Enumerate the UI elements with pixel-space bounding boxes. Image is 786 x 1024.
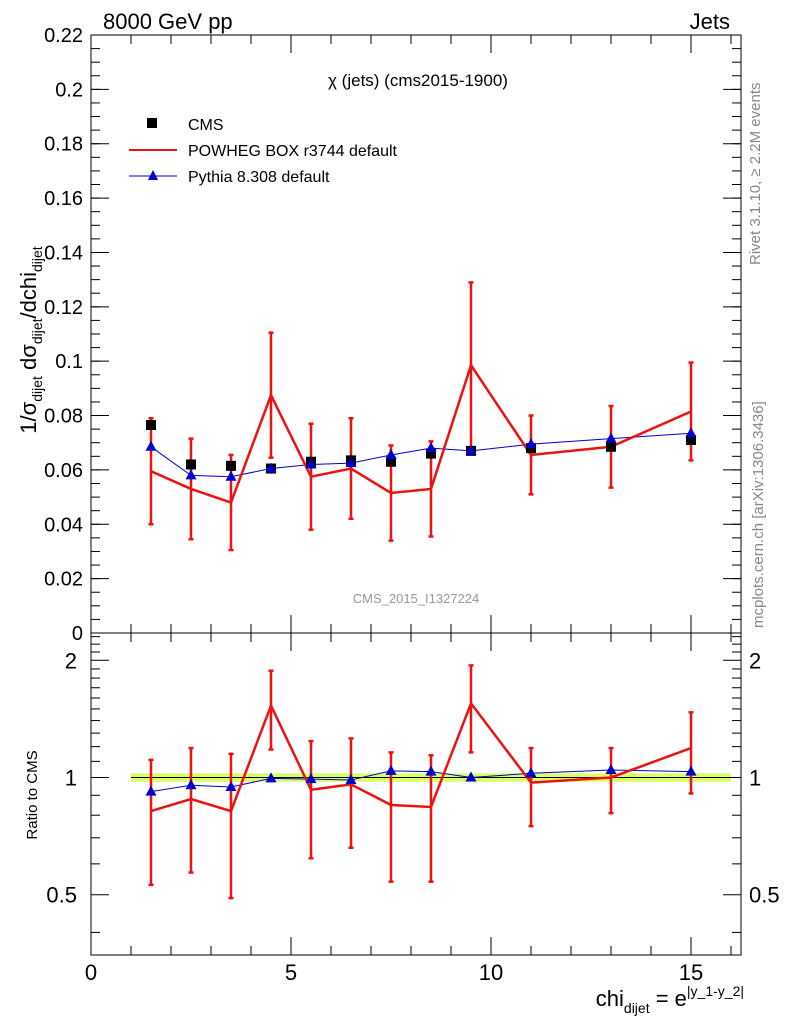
legend-marker-pythia xyxy=(148,170,158,180)
x-axis-label: chidijet = e|y_1-y_2| xyxy=(596,983,744,1016)
chart-title: χ (jets) (cms2015-1900) xyxy=(328,71,508,90)
cms-point xyxy=(226,460,236,471)
pythia-point xyxy=(145,440,157,451)
main-ytick-label: 0.18 xyxy=(44,134,83,156)
ratio-pythia-point xyxy=(685,765,697,776)
main-ytick-label: 0.04 xyxy=(44,514,83,536)
rivet-label: Rivet 3.1.10, ≥ 2.2M events xyxy=(747,83,764,266)
main-ylabel: 1/σdijet dσdijet/dchidijet xyxy=(16,246,45,434)
ratio-ytick-label-right: 0.5 xyxy=(749,883,780,908)
pythia-point xyxy=(465,444,477,455)
main-ytick-label: 0.12 xyxy=(44,297,83,319)
pythia-point xyxy=(185,469,197,480)
main-ytick-label: 0.1 xyxy=(55,351,83,373)
legend-label-pythia: Pythia 8.308 default xyxy=(188,169,330,186)
pythia-point xyxy=(225,470,237,481)
cms-point xyxy=(526,443,536,454)
pythia-line xyxy=(150,432,692,478)
main-ytick-label: 0.2 xyxy=(55,79,83,101)
main-ytick-label: 0.16 xyxy=(44,188,83,210)
main-ytick-label: 0.14 xyxy=(44,242,83,264)
ratio-ytick-label: 2 xyxy=(65,648,77,673)
xtick-label: 15 xyxy=(679,960,703,985)
powheg-line xyxy=(150,362,692,505)
ratio-pythia-point xyxy=(385,764,397,775)
svg-text:chidijet = e|y_1-y_2|: chidijet = e|y_1-y_2| xyxy=(596,983,744,1016)
ratio-pythia-point xyxy=(305,773,317,784)
cms-point xyxy=(386,456,396,467)
ratio-ylabel: Ratio to CMS xyxy=(24,750,41,839)
main-ytick-label: 0 xyxy=(72,623,83,645)
main-ytick-label: 0.22 xyxy=(44,25,83,47)
cms-point xyxy=(186,459,196,470)
pythia-point xyxy=(425,442,437,453)
main-ytick-label: 0.08 xyxy=(44,406,83,428)
ratio-ytick-label-right: 2 xyxy=(749,648,761,673)
pythia-point xyxy=(685,427,697,438)
ratio-pythia-point xyxy=(345,774,357,785)
ratio-pythia-point xyxy=(145,785,157,796)
source-label: mcplots.cern.ch [arXiv:1306.3436] xyxy=(750,401,767,628)
ratio-pythia-line xyxy=(150,769,692,793)
ratio-series-group xyxy=(145,664,697,900)
pythia-point xyxy=(605,432,617,443)
cms-point xyxy=(686,435,696,446)
ratio-powheg-line xyxy=(150,700,692,813)
pythia-point xyxy=(525,438,537,449)
xtick-label: 5 xyxy=(285,960,297,985)
main-ytick-label: 0.06 xyxy=(44,460,83,482)
ratio-pythia-point xyxy=(525,767,537,778)
pythia-point xyxy=(265,462,277,473)
ratio-ytick-label: 1 xyxy=(65,765,77,790)
cms-point xyxy=(606,441,616,452)
main-series-group xyxy=(145,281,697,552)
svg-text:1/σdijet dσdijet/dchidijet: 1/σdijet dσdijet/dchidijet xyxy=(16,246,45,434)
cms-point xyxy=(146,420,156,431)
legend-label-cms: CMS xyxy=(188,117,224,134)
ratio-ytick-label: 0.5 xyxy=(46,883,77,908)
ratio-ytick-label-right: 1 xyxy=(749,765,761,790)
watermark: CMS_2015_I1327224 xyxy=(353,591,480,606)
ratio-pythia-point xyxy=(265,772,277,783)
pythia-point xyxy=(305,458,317,469)
legend-label-powheg: POWHEG BOX r3744 default xyxy=(188,143,398,160)
xtick-label: 10 xyxy=(479,960,503,985)
header-left: 8000 GeV pp xyxy=(103,9,233,34)
ratio-pythia-point xyxy=(605,764,617,775)
xtick-label: 0 xyxy=(85,960,97,985)
header-right: Jets xyxy=(690,9,730,34)
ratio-frame xyxy=(90,632,742,956)
ratio-pythia-point xyxy=(425,765,437,776)
main-ytick-label: 0.02 xyxy=(44,569,83,591)
cms-point xyxy=(426,448,436,459)
legend-marker-cms xyxy=(147,118,157,128)
ratio-pythia-point xyxy=(185,779,197,790)
legend: CMS POWHEG BOX r3744 default Pythia 8.30… xyxy=(129,117,398,186)
ratio-pythia-point xyxy=(225,781,237,792)
pythia-point xyxy=(345,457,357,468)
main-axis-ticks: 0 0.02 0.04 0.06 0.08 0.1 0.12 0.14 0.16 0.18 0.2 0… xyxy=(44,25,741,645)
pythia-point xyxy=(385,448,397,459)
ratio-pythia-point xyxy=(465,771,477,782)
